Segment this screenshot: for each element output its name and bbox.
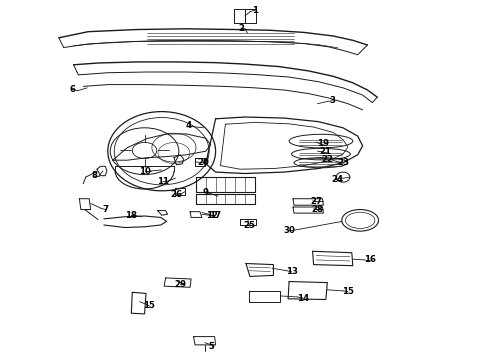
- Text: 10: 10: [139, 166, 151, 175]
- Text: 8: 8: [91, 171, 97, 180]
- Text: 27: 27: [310, 197, 322, 206]
- Text: 14: 14: [297, 294, 309, 302]
- Text: 11: 11: [157, 177, 169, 186]
- Text: 15: 15: [342, 287, 354, 296]
- Text: 26: 26: [171, 190, 182, 199]
- Text: 17: 17: [209, 211, 221, 220]
- Text: 29: 29: [174, 280, 186, 289]
- Text: 15: 15: [144, 302, 155, 310]
- Text: 28: 28: [312, 205, 323, 214]
- Text: 19: 19: [318, 139, 329, 148]
- Text: 4: 4: [186, 122, 192, 130]
- Text: 16: 16: [364, 256, 376, 264]
- Text: 20: 20: [197, 158, 209, 167]
- Text: 7: 7: [102, 205, 108, 214]
- Text: 18: 18: [125, 211, 137, 220]
- Text: 12: 12: [206, 211, 218, 220]
- Text: 2: 2: [238, 23, 244, 32]
- Text: 25: 25: [243, 220, 255, 230]
- Text: 23: 23: [337, 158, 349, 167]
- Text: 6: 6: [70, 85, 75, 94]
- Text: 5: 5: [209, 342, 215, 351]
- Text: 22: 22: [321, 154, 333, 163]
- Text: 13: 13: [286, 267, 297, 276]
- Text: 24: 24: [331, 175, 343, 184]
- Text: 21: 21: [320, 148, 332, 156]
- Text: 3: 3: [329, 96, 335, 105]
- Text: 1: 1: [252, 5, 258, 14]
- Text: 30: 30: [283, 226, 295, 235]
- Text: 9: 9: [203, 188, 209, 197]
